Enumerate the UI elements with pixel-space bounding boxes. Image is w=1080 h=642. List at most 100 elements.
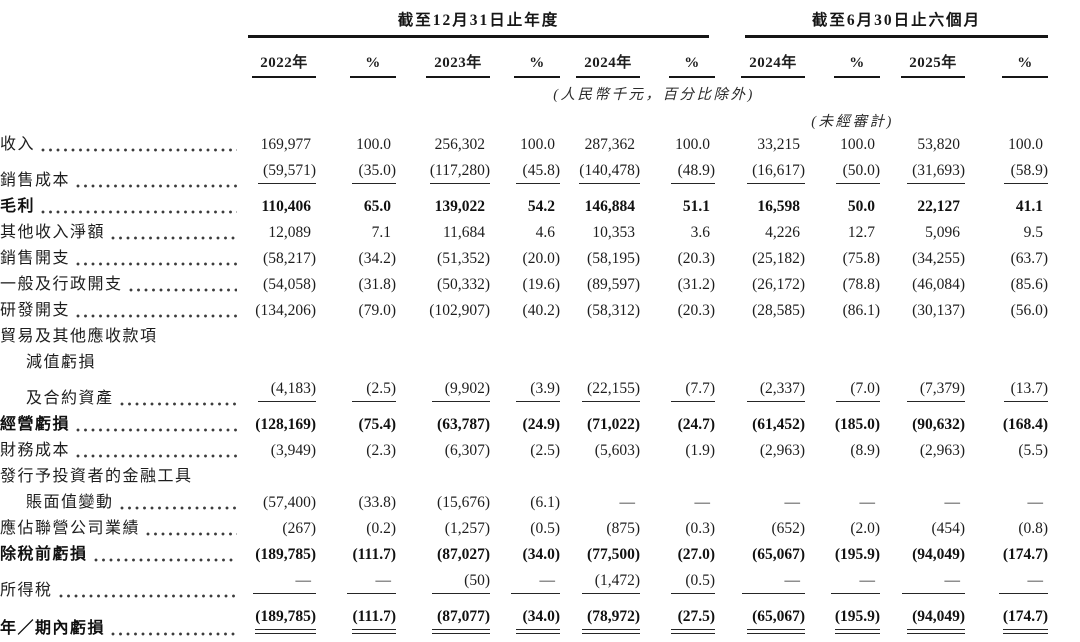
row-label: 賬面值變動 — [26, 494, 114, 511]
dot-leader — [128, 285, 237, 293]
cell-value: 100.0 — [356, 136, 391, 153]
cell-value: (30,137) — [912, 302, 966, 319]
cell-value: (6.1) — [530, 494, 560, 511]
cell-value: (77,500) — [587, 546, 640, 563]
cell-value: (86.1) — [842, 302, 881, 319]
cell-value: (875) — [606, 520, 640, 537]
row-label: 年／期內虧損 — [0, 620, 106, 637]
cell-value: — — [944, 494, 961, 511]
cell-value: (20.0) — [522, 250, 560, 267]
cell-value: 50.0 — [847, 198, 876, 215]
cell-value: (0.2) — [366, 520, 396, 537]
dot-leader — [41, 207, 237, 215]
cell-value: (34.2) — [358, 250, 396, 267]
cell-value: (61,452) — [752, 416, 806, 433]
cell-value: (87,077) — [432, 607, 490, 634]
cell-value: — — [1027, 494, 1044, 511]
cell-value: (25,182) — [752, 250, 806, 267]
cell-value: (0.8) — [1018, 520, 1049, 537]
cell-value: (20.3) — [677, 250, 716, 267]
dot-leader — [146, 529, 237, 537]
cell-value: 33,215 — [757, 136, 801, 153]
cell-value: (75.4) — [358, 416, 396, 433]
row-label: 收入 — [0, 136, 36, 153]
cell-value: 100.0 — [840, 136, 876, 153]
cell-value: (134,206) — [255, 302, 316, 319]
cell-value: (185.0) — [834, 416, 881, 433]
cell-value: (78,972) — [582, 607, 640, 634]
cell-value: (35.0) — [352, 161, 396, 184]
cell-value: (31.2) — [677, 276, 716, 293]
unaudited-note: (未經審計) — [811, 114, 894, 130]
cell-value: (7.7) — [671, 379, 716, 402]
cell-value: 3.6 — [690, 224, 711, 241]
label-column-spacer — [0, 105, 240, 132]
dot-leader — [119, 399, 237, 407]
cell-value: (63,787) — [437, 416, 490, 433]
column-header-row: 2022年% 2023年% 2024年% 2024年% 2025年% — [0, 38, 1049, 78]
row-label: 貿易及其他應收款項 — [0, 328, 158, 345]
cell-value: (71,022) — [587, 416, 640, 433]
row-label: 所得稅 — [0, 582, 53, 599]
cell-value: (1,257) — [444, 520, 490, 537]
table-row: 減值虧損 — [0, 350, 1048, 376]
table-row: 毛利 110,406 65.0 139,022 54.2 146,884 51.1 16,59… — [0, 194, 1048, 220]
table-row: 研發開支 (134,206) (79.0) (102,907) (40.2) (58,31… — [0, 298, 1048, 324]
row-label: 減值虧損 — [26, 354, 97, 371]
currency-unit-note: (人民幣千元，百分比除外) — [553, 87, 755, 103]
row-label: 一般及行政開支 — [0, 276, 123, 293]
cell-value: 100.0 — [675, 136, 711, 153]
cell-value: (3.9) — [516, 379, 560, 402]
period-group-title-annual: 截至12月31日止年度 — [248, 0, 710, 38]
cell-value: (75.8) — [842, 250, 881, 267]
cell-value: (34.0) — [516, 607, 560, 634]
period-group-title-interim: 截至6月30日止六個月 — [745, 0, 1049, 38]
cell-value: (0.3) — [685, 520, 716, 537]
column-header: % — [1002, 53, 1049, 78]
cell-value: — — [694, 494, 711, 511]
cell-value: (1.9) — [685, 442, 716, 459]
cell-value: 12,089 — [268, 224, 311, 241]
cell-value: (189,785) — [255, 546, 316, 563]
cell-value: (195.9) — [834, 607, 881, 634]
dot-leader — [41, 145, 237, 153]
cell-value: (13.7) — [1004, 379, 1049, 402]
cell-value: (34.0) — [522, 546, 560, 563]
row-label: 毛利 — [0, 198, 36, 215]
cell-value: (54,058) — [263, 276, 316, 293]
cell-value: (20.3) — [677, 302, 716, 319]
cell-value: (7.0) — [836, 379, 881, 402]
column-header: % — [350, 53, 396, 78]
row-label: 應佔聯營公司業績 — [0, 520, 141, 537]
cell-value: (2,963) — [759, 442, 806, 459]
column-header: 2022年 — [252, 49, 316, 78]
cell-value: (4,183) — [258, 379, 316, 402]
period-group-row: 截至12月31日止年度 截至6月30日止六個月 — [0, 0, 1049, 38]
cell-value: (51,352) — [437, 250, 490, 267]
dot-leader — [111, 233, 237, 241]
cell-value: (0.5) — [530, 520, 560, 537]
table-row: 銷售開支 (58,217) (34.2) (51,352) (20.0) (58,195)… — [0, 246, 1048, 272]
cell-value: (6,307) — [444, 442, 490, 459]
dot-leader — [76, 259, 237, 267]
cell-value: (9,902) — [432, 379, 490, 402]
cell-value: (2.5) — [352, 379, 396, 402]
cell-value: (33.8) — [358, 494, 396, 511]
cell-value: 287,362 — [584, 136, 635, 153]
row-label: 其他收入淨額 — [0, 224, 106, 241]
cell-value: 54.2 — [527, 198, 555, 215]
cell-value: (24.7) — [677, 416, 716, 433]
dot-leader — [119, 503, 237, 511]
table-row: 收入 169,977 100.0 256,302 100.0 287,362 100.0 33… — [0, 132, 1048, 158]
cell-value: (0.5) — [671, 571, 716, 594]
cell-value: 169,977 — [260, 136, 311, 153]
cell-value: (168.4) — [1002, 416, 1049, 433]
dot-leader — [76, 425, 237, 433]
table-row: 財務成本 (3,949) (2.3) (6,307) (2.5) (5,603) (1.9)… — [0, 438, 1048, 464]
column-header: 2025年 — [901, 49, 966, 78]
cell-value: (16,617) — [747, 161, 806, 184]
cell-value: 100.0 — [1008, 136, 1044, 153]
cell-value: (102,907) — [429, 302, 490, 319]
cell-value: (63.7) — [1010, 250, 1049, 267]
table-row: 一般及行政開支 (54,058) (31.8) (50,332) (19.6) (89,5… — [0, 272, 1048, 298]
